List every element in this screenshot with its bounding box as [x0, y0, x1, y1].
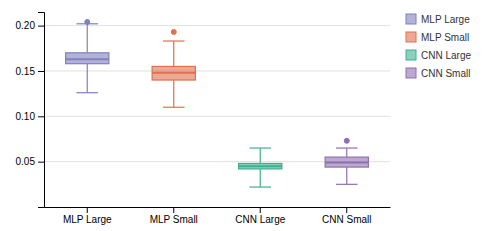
legend-label: CNN Large: [421, 50, 471, 61]
x-tick-mark: [87, 207, 88, 213]
y-tick-label: 0.20: [16, 20, 36, 31]
x-tick-mark: [346, 207, 347, 213]
lower-whisker: [346, 167, 347, 184]
y-tick-label: 0.05: [16, 156, 36, 167]
boxes: [66, 19, 369, 187]
lower-cap: [249, 186, 271, 187]
y-axis: 0.05 0.10 0.15 0.20: [16, 13, 45, 208]
lower-whisker: [260, 169, 261, 187]
box-group: [152, 29, 195, 107]
box: [325, 157, 368, 167]
x-tick-mark: [260, 207, 261, 213]
x-tick: MLP Large: [63, 207, 112, 225]
legend-swatch: [406, 32, 416, 42]
lower-whisker: [87, 64, 88, 93]
legend-item: CNN Small: [406, 68, 470, 79]
box-group: [66, 19, 109, 92]
upper-whisker: [173, 41, 174, 66]
upper-cap: [336, 147, 358, 148]
legend-item: CNN Large: [406, 50, 471, 61]
lower-cap: [163, 107, 185, 108]
upper-cap: [163, 40, 185, 41]
box: [152, 66, 195, 80]
legend-label: MLP Large: [421, 14, 470, 25]
x-axis-line: [45, 207, 391, 208]
grid-line: [44, 70, 390, 71]
upper-cap: [249, 147, 271, 148]
legend-swatch: [406, 68, 416, 78]
legend-swatch: [406, 50, 416, 60]
chart: 0.05 0.10 0.15 0.20 MLP Large MLP Small CNN La…: [0, 0, 500, 231]
x-tick: CNN Small: [322, 207, 371, 225]
grid-line: [44, 116, 390, 117]
x-tick-label: CNN Large: [235, 214, 285, 225]
median: [66, 58, 109, 60]
legend-label: CNN Small: [421, 68, 470, 79]
box: [239, 163, 282, 168]
median: [152, 72, 195, 74]
x-tick-label: MLP Large: [63, 214, 112, 225]
median: [239, 165, 282, 167]
median: [325, 162, 368, 164]
lower-cap: [76, 92, 98, 93]
legend-swatch: [406, 14, 416, 24]
flier: [85, 19, 90, 24]
legend: MLP Large MLP Small CNN Large CNN Small: [406, 14, 471, 79]
box-group: [325, 138, 368, 184]
grid: [44, 26, 390, 162]
y-tick: 0.15: [16, 66, 44, 77]
y-tick: 0.10: [16, 111, 44, 122]
legend-item: MLP Small: [406, 32, 469, 43]
y-axis-line: [38, 13, 45, 208]
x-tick: CNN Large: [235, 207, 285, 225]
box: [66, 53, 109, 64]
x-tick-label: CNN Small: [322, 214, 371, 225]
lower-cap: [336, 184, 358, 185]
x-axis: MLP Large MLP Small CNN Large CNN Small: [45, 207, 391, 225]
x-tick-label: MLP Small: [150, 214, 198, 225]
x-tick-mark: [173, 207, 174, 213]
y-tick: 0.20: [16, 20, 44, 31]
y-tick-mark: [38, 116, 44, 117]
flier: [171, 29, 176, 34]
x-tick: MLP Small: [150, 207, 198, 225]
y-tick-mark: [38, 162, 44, 163]
upper-whisker: [260, 148, 261, 163]
y-tick-mark: [38, 26, 44, 27]
box-group: [239, 148, 282, 187]
grid-line: [44, 25, 390, 26]
y-tick: 0.05: [16, 156, 44, 167]
flier: [344, 138, 349, 143]
legend-label: MLP Small: [421, 32, 469, 43]
legend-item: MLP Large: [406, 14, 470, 25]
upper-whisker: [87, 24, 88, 53]
y-tick-mark: [38, 71, 44, 72]
y-tick-label: 0.15: [16, 66, 36, 77]
lower-whisker: [173, 80, 174, 107]
upper-whisker: [346, 148, 347, 157]
y-tick-label: 0.10: [16, 111, 36, 122]
